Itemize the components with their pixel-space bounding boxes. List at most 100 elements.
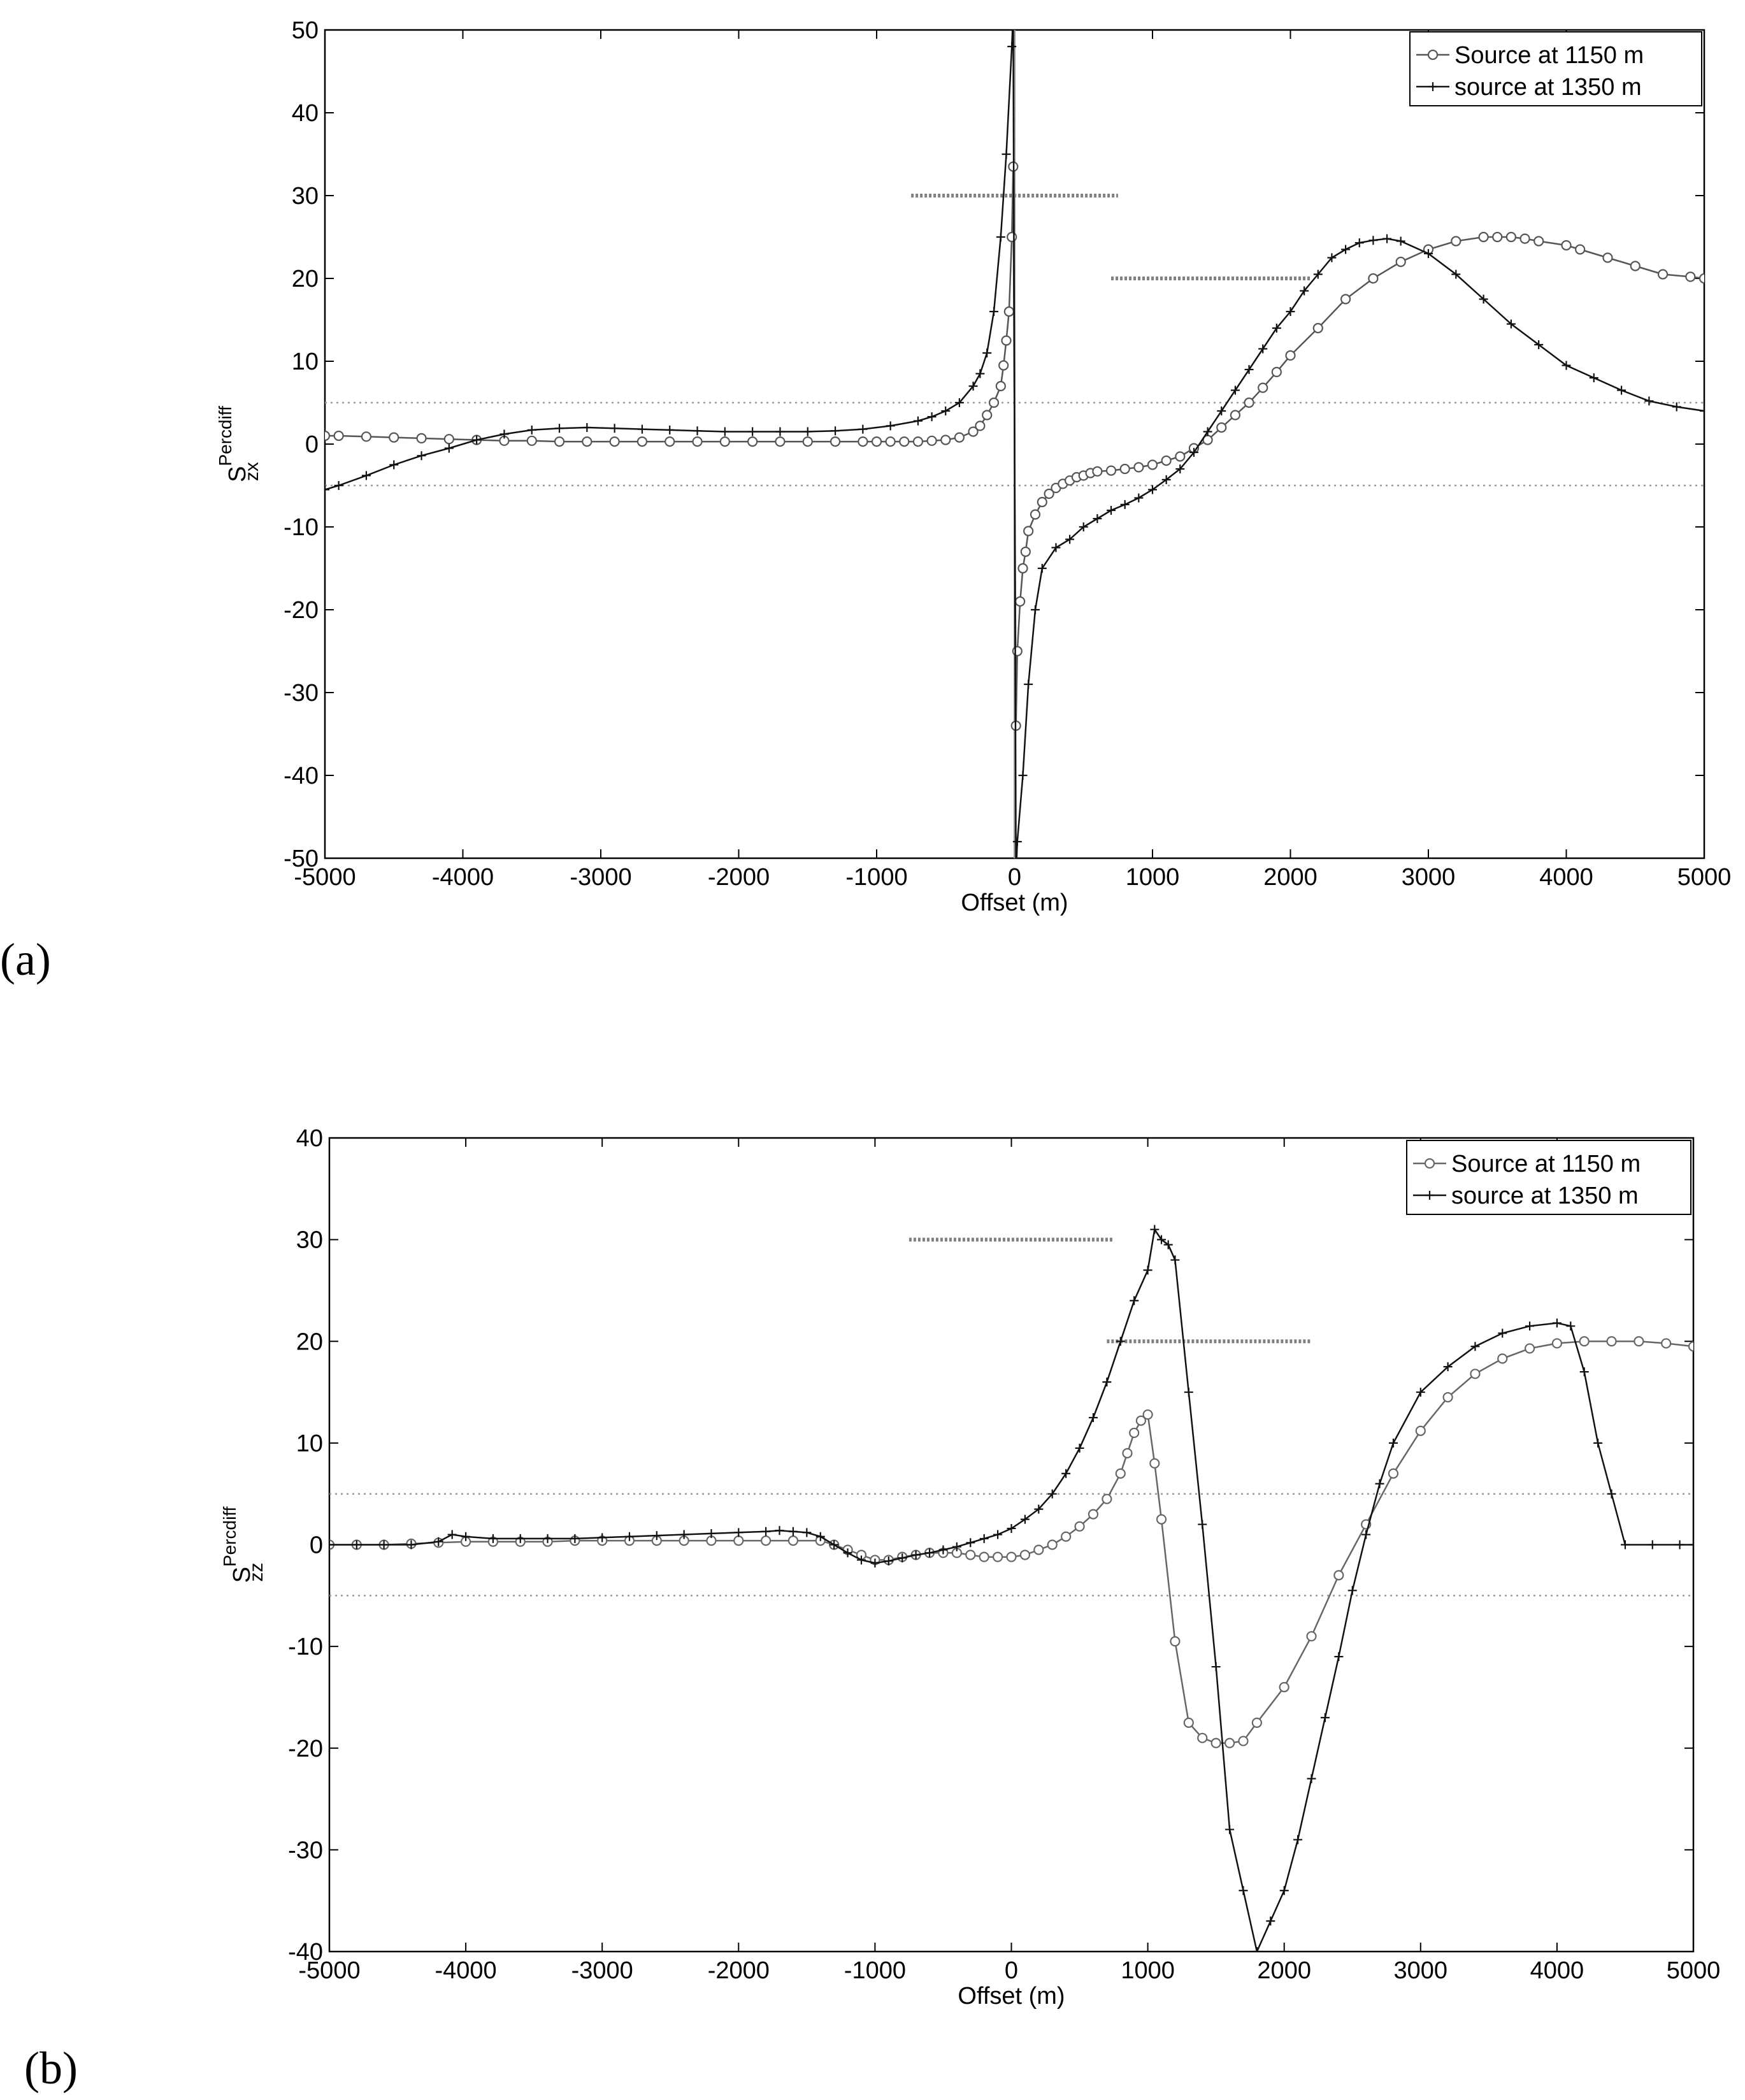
data-point-plus [1470,1342,1480,1351]
x-axis-label: Offset (m) [961,889,1068,916]
data-point-plus [1034,1504,1044,1514]
data-point-circle [1451,236,1461,247]
data-point-plus [1361,1530,1371,1539]
data-point-circle [1368,273,1379,284]
data-point-circle [443,434,454,445]
series-line-1 [329,1341,1693,1744]
data-point-plus [775,1526,784,1535]
x-tick-label: -5000 [294,864,355,891]
data-point-circle [1551,1338,1562,1349]
data-point-plus [499,429,509,439]
data-point-circle [1470,1369,1481,1379]
data-point-plus [625,1532,635,1541]
data-point-plus [1184,1388,1193,1397]
y-tick-label: -30 [284,680,319,707]
data-point-plus [1211,1662,1221,1672]
data-point-circle [1497,1353,1508,1364]
data-point-plus [1313,270,1323,279]
data-point-circle [829,436,841,447]
data-point-circle [1047,1539,1058,1550]
data-point-circle [582,436,592,447]
y-tick-label: -40 [284,763,319,789]
data-point-circle [1657,269,1669,280]
data-point-plus [1648,1540,1657,1550]
data-point-plus [856,1555,866,1565]
data-point-plus [927,412,937,422]
data-point-circle [416,433,427,444]
data-point-plus [803,427,812,436]
data-point-plus [843,1548,852,1558]
data-point-circle [1575,244,1586,255]
data-point-plus [993,1530,1003,1539]
x-tick-label: 3000 [1402,864,1456,891]
x-tick-label: -3000 [570,864,631,891]
data-point-plus [488,1534,498,1543]
data-point-plus [884,1557,893,1566]
data-point-circle [719,436,730,447]
data-point-plus [815,1532,825,1541]
data-point-plus [1272,324,1281,333]
data-point-plus [1007,1523,1016,1533]
x-tick-label: -2000 [708,1957,770,1984]
data-point-plus [361,471,371,480]
data-point-plus [858,424,868,434]
data-point-circle [389,432,399,443]
data-point-plus [938,1545,948,1555]
data-point-plus [1107,506,1116,515]
legend-marker-circle [1424,1158,1435,1169]
data-point-circle [858,436,868,447]
data-point-plus [1443,1362,1453,1372]
data-point-plus [1341,245,1351,254]
legend-marker-circle [1427,49,1439,61]
data-point-plus [954,398,964,407]
data-point-plus [996,233,1005,241]
data-point-plus [1130,1296,1139,1305]
data-point-plus [1368,236,1378,245]
data-point-plus [1252,1947,1261,1952]
data-point-circle [1020,546,1031,557]
data-point-circle [954,432,965,443]
y-axis-label-subscript: zx [241,462,262,481]
data-point-circle [1258,382,1268,393]
data-point-circle [1017,563,1028,574]
data-point-plus [1093,514,1102,523]
data-point-circle [664,436,675,447]
data-point-plus [1061,1469,1071,1478]
data-point-plus [1075,1443,1084,1453]
data-point-plus [1552,1318,1562,1328]
y-tick-label: -10 [284,514,319,541]
y-tick-label: -20 [288,1736,323,1762]
data-point-circle [1505,231,1516,243]
data-point-circle [1698,273,1704,284]
data-point-circle [1210,1737,1221,1748]
data-point-plus [870,1558,880,1568]
data-point-plus [913,416,923,426]
y-tick-label: -20 [284,597,319,624]
data-point-plus [1327,253,1337,262]
x-tick-label: 0 [1008,864,1021,891]
data-point-plus [472,435,482,445]
legend-box [1406,1140,1691,1215]
data-point-circle [692,436,703,447]
data-point-circle [733,1535,744,1546]
x-tick-label: 2000 [1263,864,1318,891]
data-point-circle [1135,1415,1146,1426]
data-point-circle [1074,1521,1085,1532]
data-point-plus [637,424,647,434]
data-point-circle [1579,1336,1590,1347]
data-point-circle [1012,645,1023,657]
data-point-plus [1024,680,1033,689]
data-point-circle [1161,455,1172,466]
data-point-circle [979,1551,989,1562]
data-point-plus [1562,361,1571,370]
data-point-circle [968,426,979,437]
x-tick-label: -4000 [432,864,494,891]
data-point-plus [1258,344,1268,354]
y-tick-label: 20 [292,266,319,292]
data-point-plus [1320,1713,1330,1722]
data-point-plus [1051,543,1061,552]
data-point-circle [1224,1737,1235,1748]
chart-panel-a: -5000 -4000 -3000 -2000 -1000 0 1000 2000 3000 40… [0,17,1731,985]
data-point-plus [788,1527,798,1536]
y-tick-label: 40 [296,1125,323,1152]
